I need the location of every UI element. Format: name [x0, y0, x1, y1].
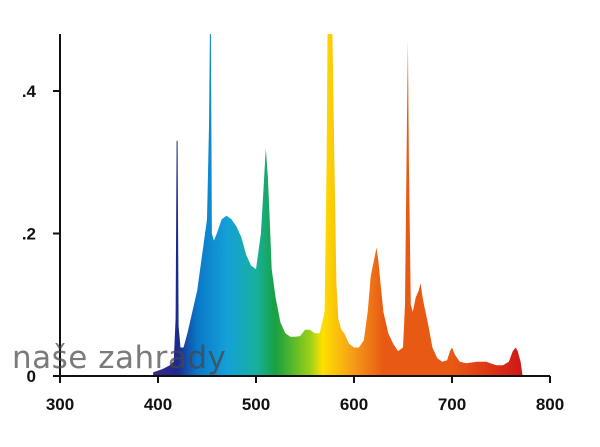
x-tick-label: 500 — [242, 395, 270, 414]
y-tick-label: .2 — [22, 225, 36, 244]
spectrum-area — [153, 34, 523, 376]
tick-marks — [53, 90, 551, 383]
watermark-logo: naše zahrady — [12, 340, 227, 376]
y-tick-label: 0 — [27, 367, 36, 386]
x-tick-label: 300 — [46, 395, 74, 414]
x-tick-label: 800 — [536, 395, 564, 414]
x-tick-label: 600 — [340, 395, 368, 414]
x-tick-label: 700 — [438, 395, 466, 414]
y-tick-label: .4 — [22, 82, 37, 101]
axes — [59, 34, 550, 377]
tick-labels: 300 400 500 600 700 800 0 .2 .4 — [22, 82, 564, 414]
x-tick-label: 400 — [144, 395, 172, 414]
